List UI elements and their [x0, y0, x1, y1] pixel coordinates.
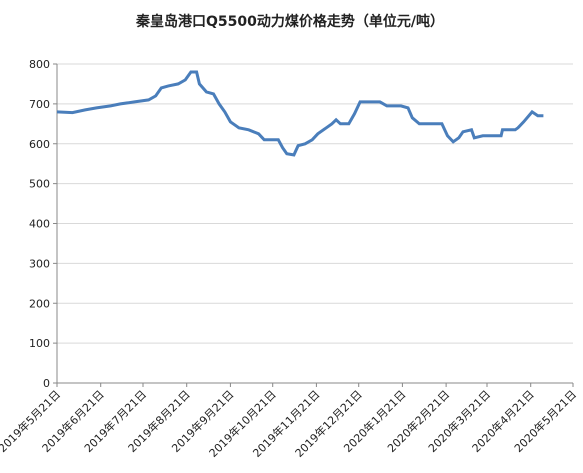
y-tick-label: 500 — [29, 178, 50, 191]
y-tick-label: 600 — [29, 138, 50, 151]
y-tick-label: 800 — [29, 58, 50, 71]
chart-title: 秦皇岛港口Q5500动力煤价格走势（单位元/吨） — [135, 13, 444, 30]
y-tick-label: 100 — [29, 337, 50, 350]
price-line — [56, 70, 544, 157]
y-tick-label: 300 — [29, 257, 50, 270]
y-tick-label: 700 — [29, 98, 50, 111]
y-tick-label: 400 — [29, 218, 50, 231]
y-tick-label: 0 — [43, 377, 50, 390]
y-tick-label: 200 — [29, 297, 50, 310]
